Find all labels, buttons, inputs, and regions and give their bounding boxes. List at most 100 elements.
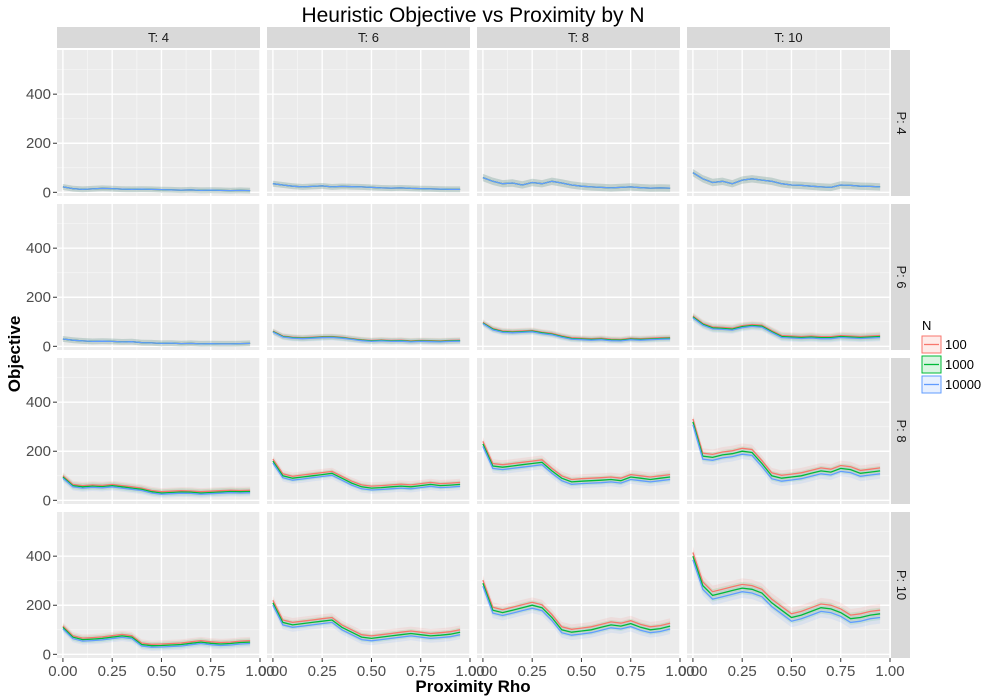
series-line (272, 460, 461, 489)
x-tick-label: 0.00 (48, 663, 77, 680)
series-line (272, 331, 461, 343)
confidence-band (62, 625, 251, 651)
x-tick-label: 1.00 (875, 663, 904, 680)
series-line (272, 462, 461, 491)
series-line (482, 323, 671, 342)
series-line (692, 317, 881, 340)
confidence-band (692, 413, 881, 481)
series-line (482, 582, 671, 633)
x-tick-label: 0.00 (258, 663, 287, 680)
legend-label: 100 (945, 337, 967, 352)
confidence-band (482, 319, 671, 343)
series-line (692, 172, 881, 189)
panel-background (687, 358, 890, 504)
panel-background (57, 50, 260, 196)
x-tick-label: 0.75 (406, 663, 435, 680)
facet-strip-row (891, 512, 910, 658)
panel-background (57, 358, 260, 504)
confidence-band (692, 313, 881, 342)
series-line (482, 579, 671, 630)
legend-title: N (922, 318, 931, 333)
series-line (692, 555, 881, 620)
confidence-band (272, 595, 461, 641)
confidence-band (62, 184, 251, 194)
series-line (482, 443, 671, 483)
panel-background (57, 512, 260, 658)
series-line (692, 316, 881, 339)
facet-strip-col (687, 27, 890, 48)
facet-panel (57, 512, 261, 658)
confidence-band (482, 320, 671, 344)
x-tick-label: 1.00 (245, 663, 274, 680)
legend-label: 10000 (945, 377, 981, 392)
series-line (62, 338, 251, 345)
series-line (482, 585, 671, 636)
confidence-band (62, 184, 251, 194)
series-line (62, 186, 251, 192)
series-line (482, 322, 671, 341)
y-tick-label: 400 (26, 86, 51, 103)
facet-panel (477, 204, 681, 350)
facet-panel (477, 358, 681, 504)
panel-background (477, 204, 680, 350)
facet-label-col: T: 8 (568, 30, 589, 45)
panel-background (477, 512, 680, 658)
confidence-band (692, 169, 881, 192)
facet-panel (687, 204, 891, 350)
facet-label-row: P: 8 (894, 419, 909, 442)
y-tick-label: 0 (43, 184, 51, 201)
panel-background (477, 50, 680, 196)
facet-label-col: T: 10 (774, 30, 802, 45)
facet-label-row: P: 4 (894, 111, 909, 134)
facet-panel (477, 512, 681, 658)
series-line (482, 441, 671, 481)
y-tick-label: 400 (26, 240, 51, 257)
facet-strip-col (477, 27, 680, 48)
x-tick-label: 0.50 (147, 663, 176, 680)
x-tick-label: 0.75 (196, 663, 225, 680)
x-tick-label: 0.75 (826, 663, 855, 680)
series-line (62, 625, 251, 645)
facet-panel (477, 50, 681, 196)
chart-title: Heuristic Objective vs Proximity by N (301, 4, 644, 27)
x-tick-label: 1.00 (665, 663, 694, 680)
facet-panel (267, 50, 471, 196)
facet-strip-row (891, 50, 910, 196)
confidence-band (692, 419, 881, 487)
series-line (62, 477, 251, 495)
facet-label-row: P: 6 (894, 265, 909, 288)
facet-strip-row (891, 204, 910, 350)
panel-background (477, 358, 680, 504)
y-tick-label: 200 (26, 289, 51, 306)
facet-panel (57, 358, 261, 504)
confidence-band (62, 472, 251, 496)
panel-background (687, 204, 890, 350)
series-line (272, 183, 461, 191)
facet-label-col: T: 4 (148, 30, 169, 45)
panel-background (267, 204, 470, 350)
series-line (692, 559, 881, 624)
facet-panel (267, 358, 471, 504)
x-tick-label: 0.00 (468, 663, 497, 680)
facet-panel (267, 204, 471, 350)
x-tick-label: 0.25 (518, 663, 547, 680)
confidence-band (692, 314, 881, 343)
legend: N 100 1000 10000 (921, 318, 981, 394)
y-tick-label: 200 (26, 597, 51, 614)
facet-panel (57, 204, 261, 350)
y-tick-label: 0 (43, 646, 51, 663)
y-tick-label: 0 (43, 338, 51, 355)
confidence-band (692, 312, 881, 341)
facet-label-col: T: 6 (358, 30, 379, 45)
y-tick-label: 200 (26, 135, 51, 152)
facet-label-row: P: 10 (894, 570, 909, 600)
series-line (482, 176, 671, 189)
legend-label: 1000 (945, 357, 974, 372)
confidence-band (272, 457, 461, 492)
series-line (272, 604, 461, 642)
x-tick-label: 0.75 (616, 663, 645, 680)
series-line (692, 552, 881, 616)
series-line (692, 421, 881, 479)
confidence-band (692, 546, 881, 622)
